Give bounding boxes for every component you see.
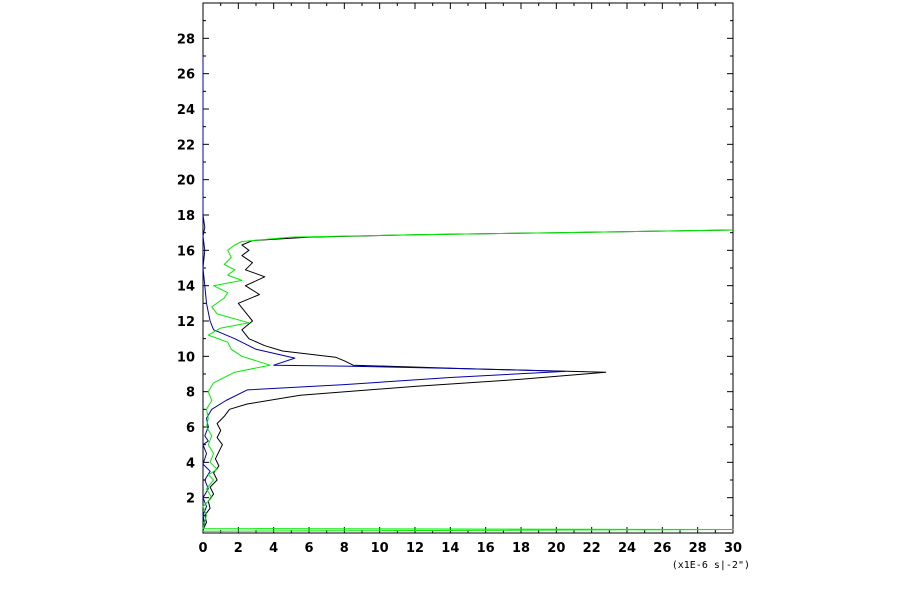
x-tick-label: 6 — [304, 541, 313, 556]
y-tick-label: 22 — [177, 138, 195, 153]
y-tick-label: 26 — [177, 68, 195, 83]
x-tick-label: 22 — [583, 541, 601, 556]
x-tick-label: 10 — [371, 541, 389, 556]
x-tick-label: 18 — [512, 541, 530, 556]
x-axis: 0 2 4 6 8 10 12 14 16 18 20 22 24 26 28 30 — [198, 3, 742, 556]
y-tick-label: 2 — [186, 492, 195, 507]
plot-frame — [202, 2, 734, 534]
y-tick-label: 20 — [177, 174, 195, 189]
y-tick-label: 14 — [177, 280, 195, 295]
x-tick-label: 30 — [724, 541, 742, 556]
x-tick-label: 26 — [653, 541, 671, 556]
x-tick-label: 8 — [340, 541, 349, 556]
series-line-3 — [202, 229, 734, 532]
y-tick-label: 28 — [177, 32, 195, 47]
series-line-2 — [202, 56, 566, 532]
series-line-1 — [202, 229, 734, 530]
x-tick-label: 0 — [198, 541, 207, 556]
x-tick-label: 14 — [441, 541, 459, 556]
x-tick-label: 16 — [477, 541, 495, 556]
x-axis-unit-label: (x1E-6 s|-2") — [672, 560, 750, 571]
x-tick-label: 12 — [406, 541, 424, 556]
y-tick-label: 12 — [177, 315, 195, 330]
y-tick-label: 4 — [186, 456, 195, 471]
y-tick-label: 16 — [177, 244, 195, 259]
y-tick-label: 8 — [186, 386, 195, 401]
x-tick-label: 20 — [547, 541, 565, 556]
x-tick-label: 2 — [234, 541, 243, 556]
x-tick-label: 24 — [618, 541, 636, 556]
series-layer — [202, 56, 734, 532]
y-tick-label: 24 — [177, 103, 195, 118]
y-tick-label: 6 — [186, 421, 195, 436]
x-tick-label: 28 — [689, 541, 707, 556]
y-tick-label: 18 — [177, 209, 195, 224]
x-tick-label: 4 — [269, 541, 278, 556]
y-tick-label: 10 — [177, 350, 195, 365]
